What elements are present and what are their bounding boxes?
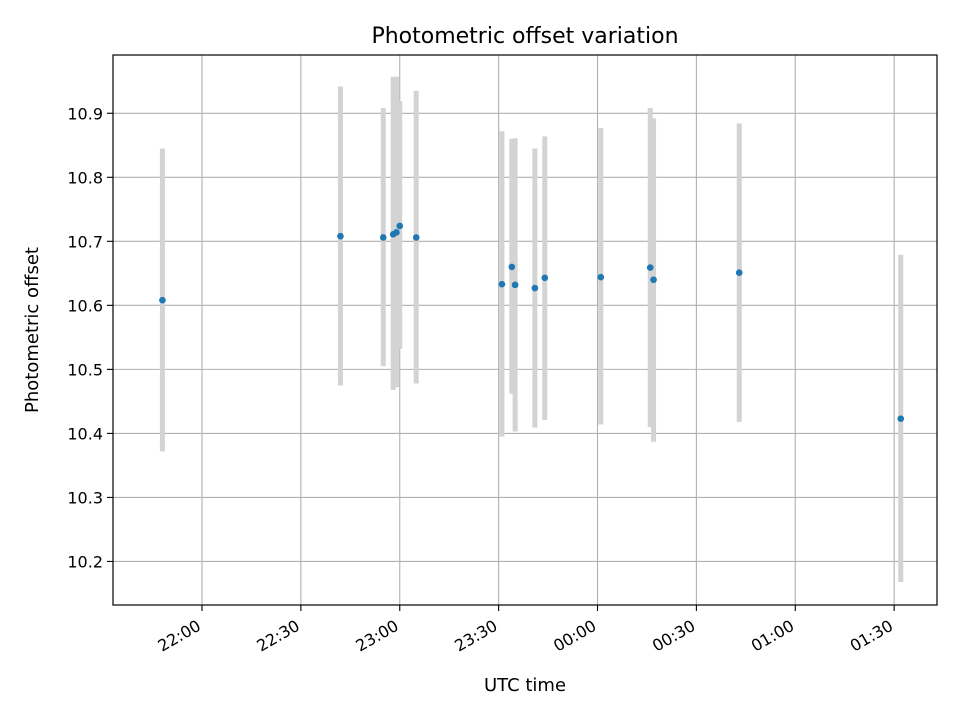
data-point: [597, 273, 605, 281]
data-point: [735, 269, 743, 276]
y-axis-ticks: 10.2 10.3 10.4 10.5 10.6 10.7 10.8 10.9: [67, 104, 113, 571]
chart-title: Photometric offset variation: [371, 24, 678, 49]
grid-lines: [113, 55, 937, 605]
data-point: [379, 234, 387, 241]
y-tick-label: 10.9: [67, 104, 103, 123]
data-points: [159, 222, 905, 422]
data-point: [508, 263, 516, 271]
data-point: [897, 415, 905, 422]
y-tick-label: 10.6: [67, 296, 103, 315]
data-point: [159, 296, 166, 304]
data-point: [646, 264, 654, 271]
data-point: [650, 276, 657, 284]
y-tick-label: 10.7: [67, 232, 103, 251]
data-point: [396, 222, 404, 230]
y-tick-label: 10.5: [67, 360, 103, 379]
y-tick-label: 10.2: [67, 552, 103, 571]
plot-frame: [112, 54, 938, 606]
y-tick-label: 10.8: [67, 168, 103, 187]
data-point: [541, 274, 549, 282]
x-axis-label: UTC time: [484, 675, 566, 696]
data-point: [531, 284, 539, 292]
data-point: [412, 234, 420, 241]
data-point: [393, 229, 400, 236]
data-point: [337, 232, 344, 240]
data-point: [498, 280, 506, 288]
y-tick-label: 10.4: [67, 424, 103, 443]
y-axis-label: Photometric offset: [22, 247, 43, 413]
data-point: [511, 281, 519, 289]
y-tick-label: 10.3: [67, 488, 103, 507]
